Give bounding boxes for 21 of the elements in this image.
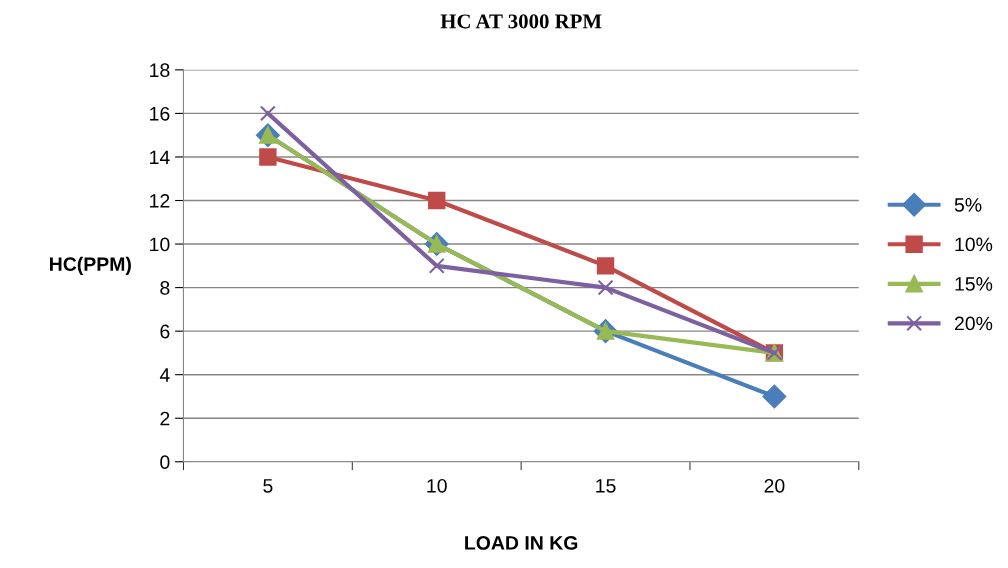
- legend-label: 10%: [955, 237, 993, 252]
- y-tick-label: 0: [160, 455, 170, 470]
- x-tick-label: 15: [596, 479, 616, 493]
- chart-title: HC AT 3000 RPM: [440, 14, 602, 29]
- y-tick-label: 4: [159, 368, 170, 382]
- x-axis-title: LOAD IN KG: [465, 535, 578, 550]
- y-tick-label: 12: [150, 193, 170, 208]
- y-tick-label: 6: [160, 324, 170, 339]
- x-tick-label: 10: [427, 478, 447, 493]
- x-tick-label: 5: [263, 479, 273, 493]
- legend-label: 5%: [954, 198, 982, 212]
- x-tick-label: 20: [764, 478, 785, 493]
- y-tick-label: 16: [150, 106, 170, 121]
- legend-label: 15%: [955, 277, 993, 291]
- y-tick-label: 14: [150, 150, 170, 164]
- y-axis-title: HC(PPM): [50, 256, 131, 275]
- y-tick-label: 8: [160, 281, 170, 295]
- y-tick-label: 18: [150, 63, 170, 78]
- y-tick-label: 10: [150, 237, 170, 252]
- legend-label: 20%: [954, 316, 993, 331]
- y-tick-label: 2: [160, 411, 170, 426]
